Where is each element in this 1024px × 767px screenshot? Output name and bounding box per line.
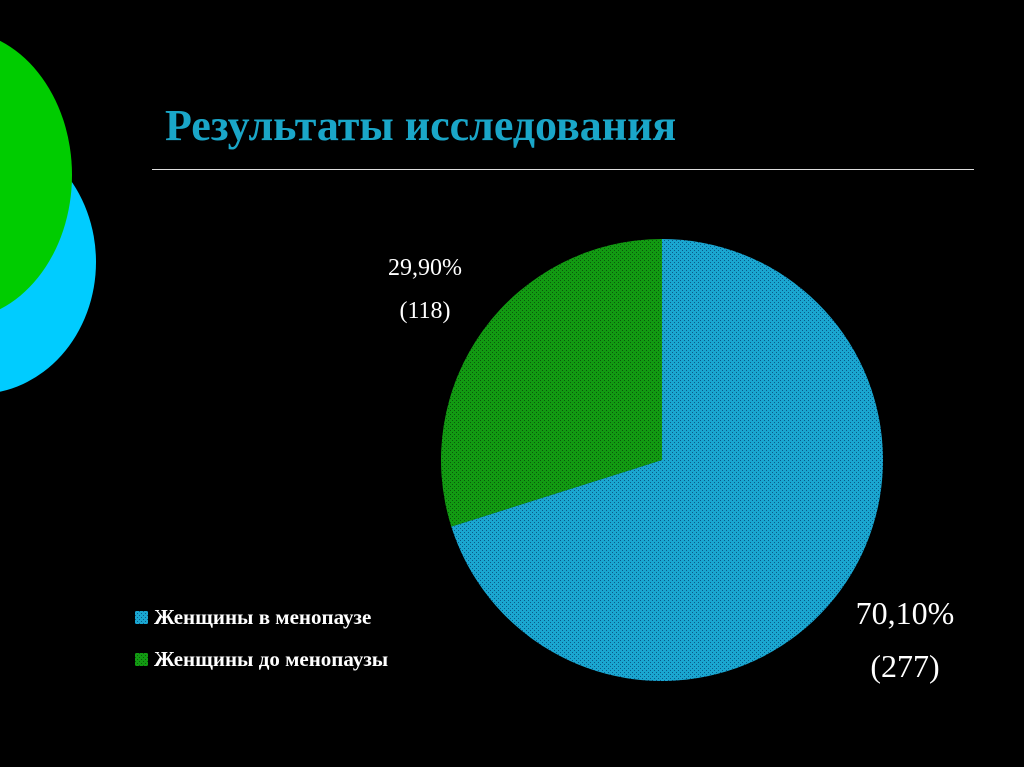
pie-slice-menopause	[451, 239, 883, 681]
page-title: Результаты исследования	[165, 101, 677, 150]
legend-label: Женщины в менопаузе	[154, 605, 372, 629]
title-divider	[152, 169, 974, 170]
data-label-before-percent: 29,90%	[388, 255, 462, 281]
legend-item-before: Женщины до менопаузы	[135, 647, 388, 672]
legend-swatch-green	[135, 653, 148, 666]
decor-circle-green	[0, 40, 72, 310]
legend-label: Женщины до менопаузы	[154, 647, 389, 671]
data-label-menopause-percent: 70,10%	[855, 595, 955, 631]
legend-swatch-blue	[135, 611, 148, 624]
legend-item-menopause: Женщины в менопаузе	[135, 605, 371, 630]
data-label-menopause-count: (277)	[870, 648, 940, 684]
data-label-before-count: (118)	[399, 298, 451, 324]
pie-slice-before-menopause	[440, 238, 662, 527]
